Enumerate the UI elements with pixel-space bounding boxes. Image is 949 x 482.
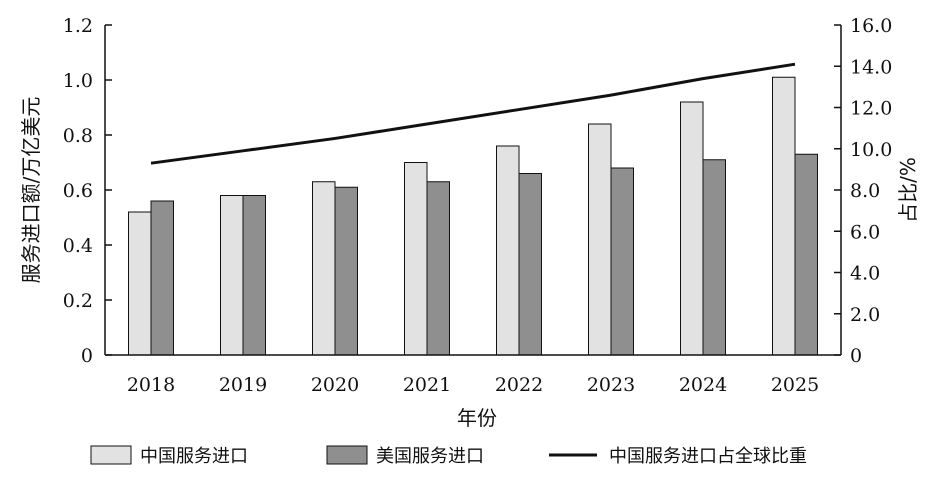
y2-axis-title: 占比/% (896, 157, 920, 223)
y-tick-label-left: 1.0 (63, 70, 93, 92)
bar-china-2018 (128, 211, 152, 356)
y-tick-label-left: 0.2 (63, 290, 93, 312)
y-tick-label-left: 0.6 (63, 180, 93, 202)
legend-swatch-usa (326, 445, 368, 465)
y-tick-label-right: 14.0 (850, 56, 892, 78)
y-tick-label-right: 10.0 (850, 139, 892, 161)
bar-china-2019 (220, 195, 244, 356)
y-tick-label-right: 8.0 (850, 180, 880, 202)
bar-china-2021 (404, 162, 428, 356)
x-axis-title: 年份 (457, 406, 497, 430)
bar-usa-2021 (426, 181, 450, 356)
x-tick-label-2021: 2021 (403, 374, 451, 396)
y-tick-label-right: 4.0 (850, 263, 880, 285)
line-series (150, 62, 796, 165)
bar-usa-2019 (242, 195, 266, 356)
legend-label-usa: 美国服务进口 (376, 446, 484, 467)
y-tick-label-left: 0.8 (63, 125, 93, 147)
axes: 0 0.2 0.4 0.6 0.8 1.0 1.2 0 2.0 4.0 6.0 8.0 10.0 12.0… (63, 15, 893, 396)
y-tick-label-left: 0.4 (63, 235, 93, 257)
legend-label-share: 中国服务进口占全球比重 (609, 446, 807, 467)
bar-china-2020 (312, 181, 336, 356)
y-tick-label-right: 0 (850, 345, 862, 367)
line-china-share (150, 62, 796, 165)
bar-usa-2024 (702, 159, 726, 356)
bar-usa-2025 (794, 153, 818, 356)
bar-usa-2020 (334, 186, 358, 356)
bars (128, 76, 818, 356)
y-tick-label-left: 1.2 (63, 15, 93, 37)
legend: 中国服务进口 美国服务进口 中国服务进口占全球比重 (90, 445, 807, 467)
legend-label-china: 中国服务进口 (140, 446, 248, 467)
y-tick-label-right: 12.0 (850, 98, 892, 120)
x-tick-label-2025: 2025 (771, 374, 819, 396)
y-tick-label-right: 2.0 (850, 304, 880, 326)
bar-china-2023 (588, 123, 612, 356)
y-tick-label-right: 16.0 (850, 15, 892, 37)
x-tick-label-2018: 2018 (127, 374, 175, 396)
x-tick-label-2022: 2022 (495, 374, 543, 396)
x-tick-label-2024: 2024 (679, 374, 727, 396)
bar-usa-2018 (150, 200, 174, 356)
bar-usa-2023 (610, 167, 634, 356)
y-axis-title: 服务进口额/万亿美元 (19, 97, 43, 284)
legend-swatch-china (90, 445, 132, 465)
bar-china-2022 (496, 145, 520, 356)
y-tick-label-left: 0 (81, 345, 93, 367)
bar-usa-2022 (518, 173, 542, 356)
bar-china-2025 (772, 76, 796, 356)
x-tick-label-2023: 2023 (587, 374, 635, 396)
x-tick-label-2019: 2019 (219, 374, 267, 396)
y-tick-label-right: 6.0 (850, 221, 880, 243)
bar-china-2024 (680, 101, 704, 356)
x-tick-label-2020: 2020 (311, 374, 359, 396)
